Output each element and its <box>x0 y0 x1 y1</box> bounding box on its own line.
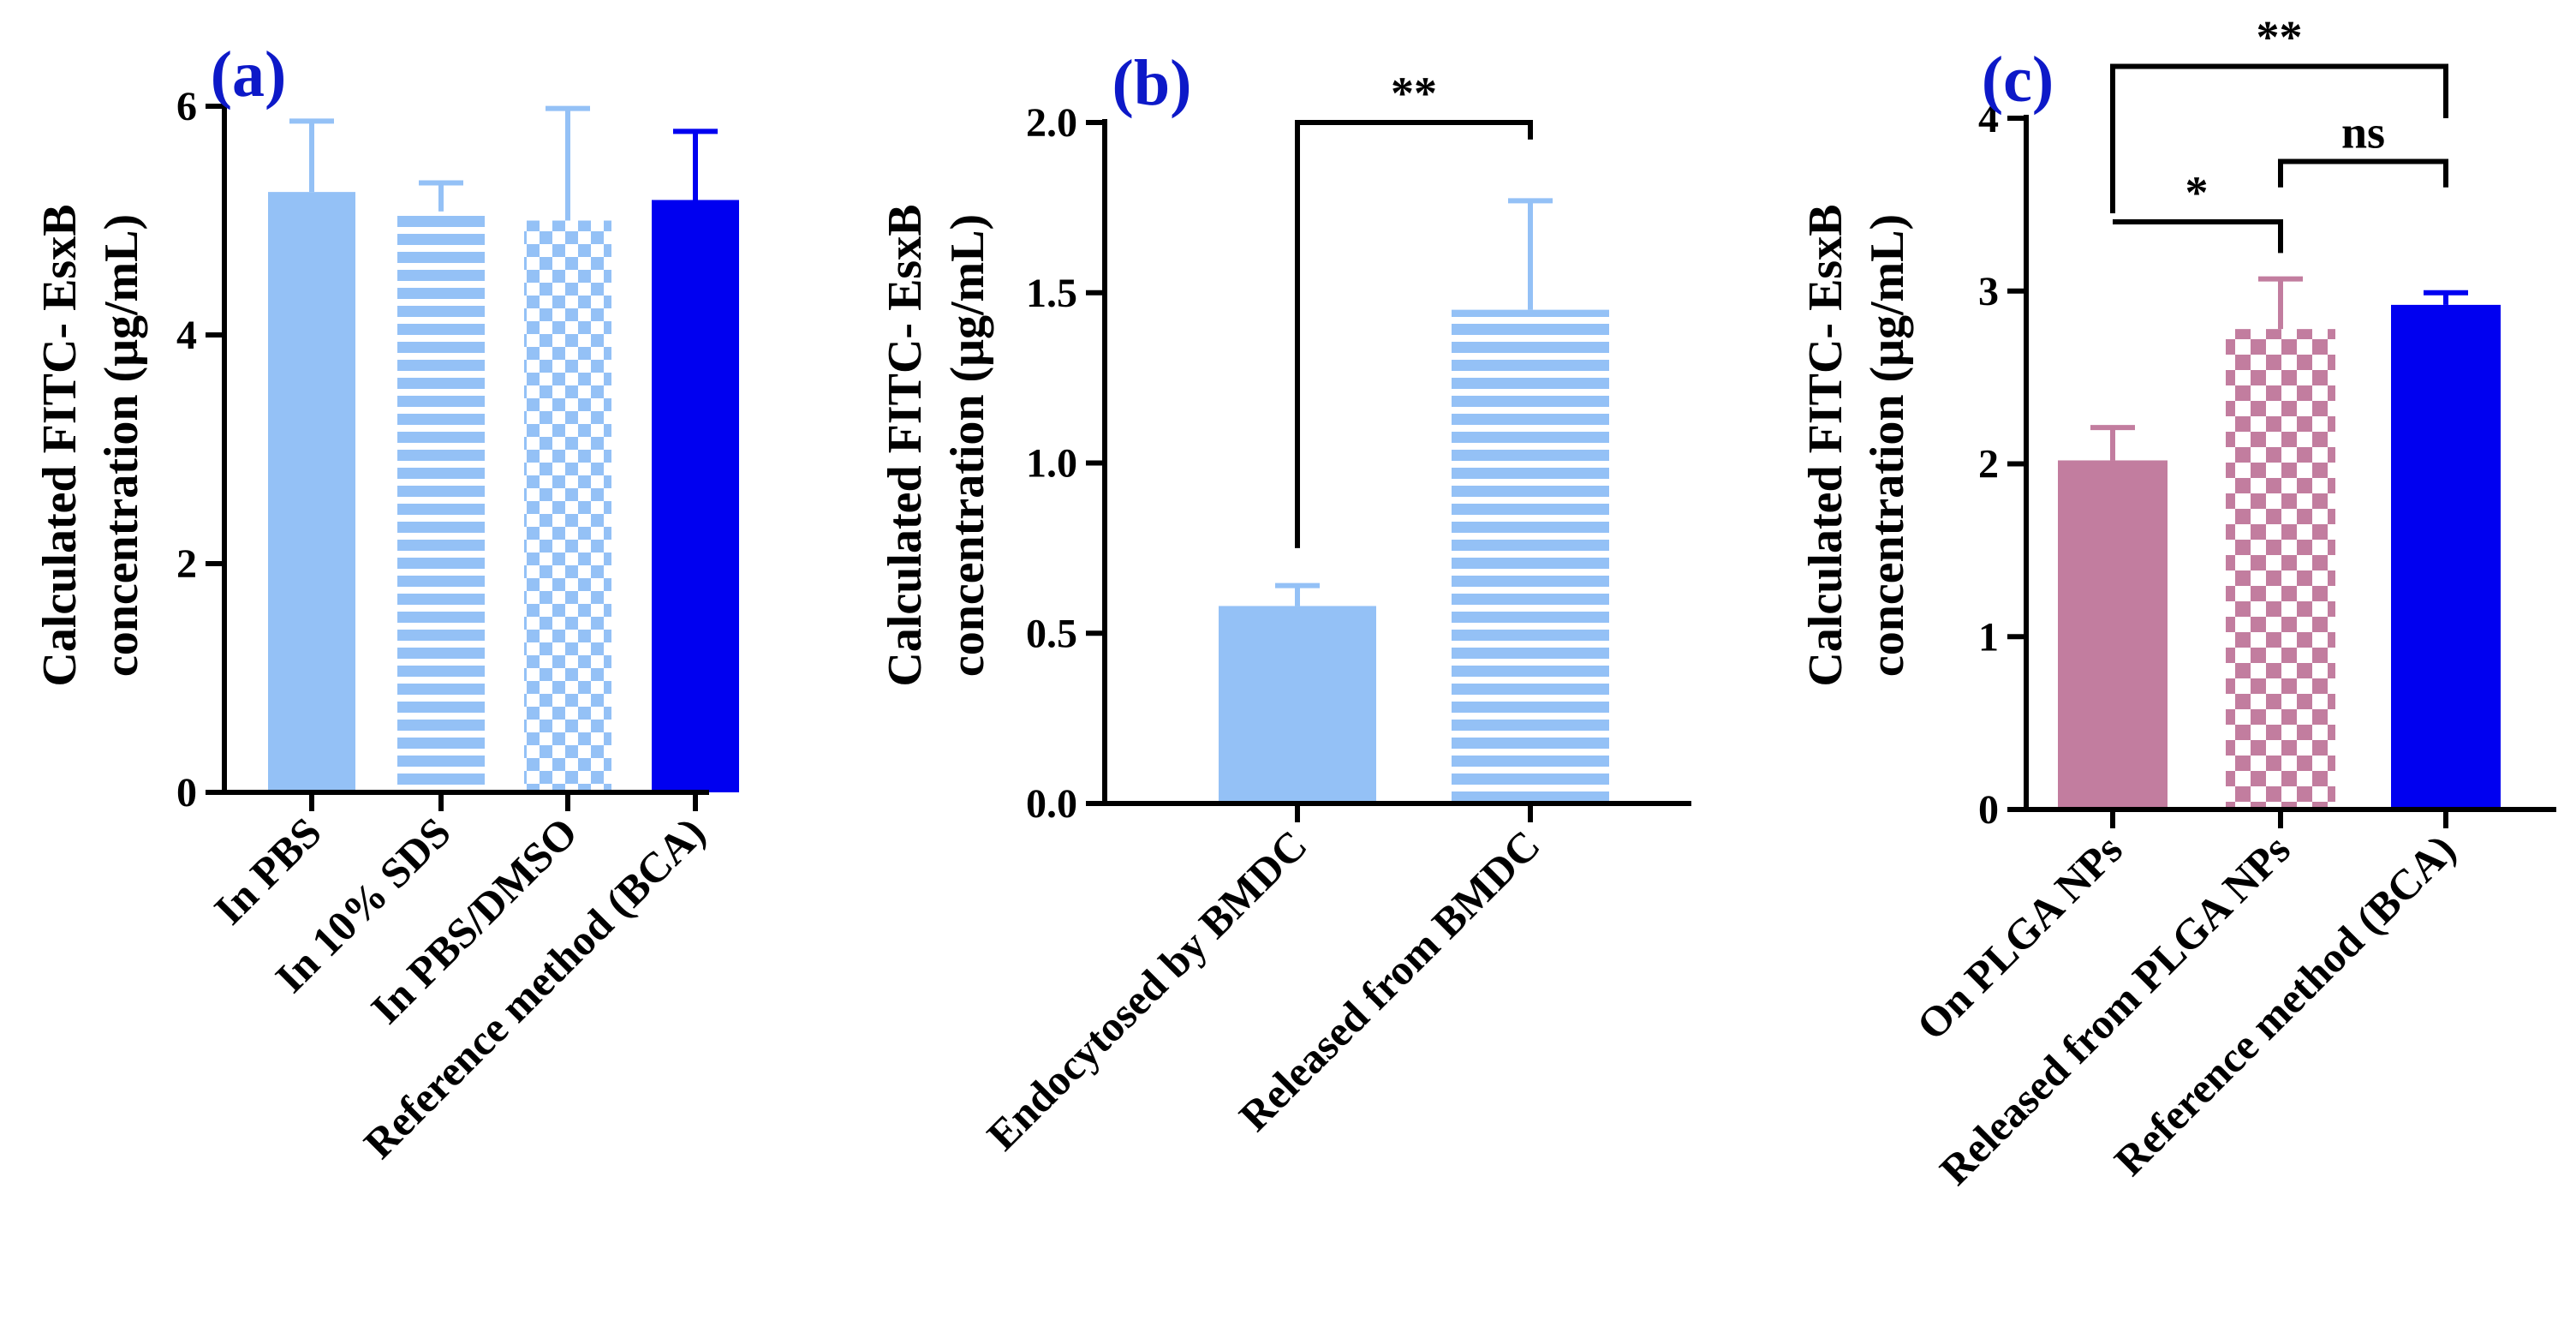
bar <box>1219 606 1376 803</box>
y-tick-label: 2.0 <box>1026 100 1077 146</box>
panel-label: (c) <box>1982 44 2054 116</box>
bar <box>1452 309 1609 803</box>
panel-label: (a) <box>211 39 287 111</box>
x-tick-label: Reference method (BCA) <box>2105 825 2465 1185</box>
y-tick-label: 3 <box>1978 269 1999 314</box>
significance-bracket <box>2110 63 2448 213</box>
y-axis-label: Calculated FITC- EsxB <box>33 204 86 686</box>
y-axis-label: Calculated FITC- EsxB <box>879 204 932 686</box>
significance-bracket <box>2278 158 2448 188</box>
y-tick-label: 0.5 <box>1026 611 1077 656</box>
y-tick-label: 4 <box>1978 96 1999 141</box>
y-tick-label: 1.0 <box>1026 441 1077 487</box>
bar <box>2226 329 2335 809</box>
significance-label: ns <box>2341 106 2385 158</box>
bar <box>397 211 485 792</box>
bar <box>524 220 611 792</box>
bar <box>2391 304 2501 809</box>
y-axis-label: Calculated FITC- EsxB <box>1799 204 1852 686</box>
significance-label: * <box>2185 167 2209 218</box>
y-tick-label: 6 <box>176 84 197 129</box>
significance-bracket <box>2113 219 2283 254</box>
y-tick-label: 4 <box>176 313 197 358</box>
bar <box>652 200 739 793</box>
y-axis-label: concentration (μg/mL) <box>1861 214 1914 677</box>
significance-label: ** <box>2257 11 2303 63</box>
y-tick-label: 2 <box>1978 442 1999 487</box>
y-tick-label: 1.5 <box>1026 271 1077 316</box>
y-tick-label: 1 <box>1978 614 1999 660</box>
y-tick-label: 2 <box>176 541 197 587</box>
y-tick-label: 0.0 <box>1026 781 1077 827</box>
y-tick-label: 0 <box>1978 787 1999 833</box>
significance-label: ** <box>1391 68 1437 119</box>
bar <box>268 192 355 792</box>
panel-label: (b) <box>1112 47 1192 119</box>
bar <box>2058 460 2168 809</box>
y-tick-label: 0 <box>176 770 197 815</box>
x-tick-label: In PBS <box>205 808 331 934</box>
y-axis-label: concentration (μg/mL) <box>941 214 994 677</box>
significance-bracket <box>1295 120 1533 548</box>
x-tick-label: Released from PLGA NPs <box>1930 825 2299 1194</box>
y-axis-label: concentration (μg/mL) <box>95 214 148 677</box>
